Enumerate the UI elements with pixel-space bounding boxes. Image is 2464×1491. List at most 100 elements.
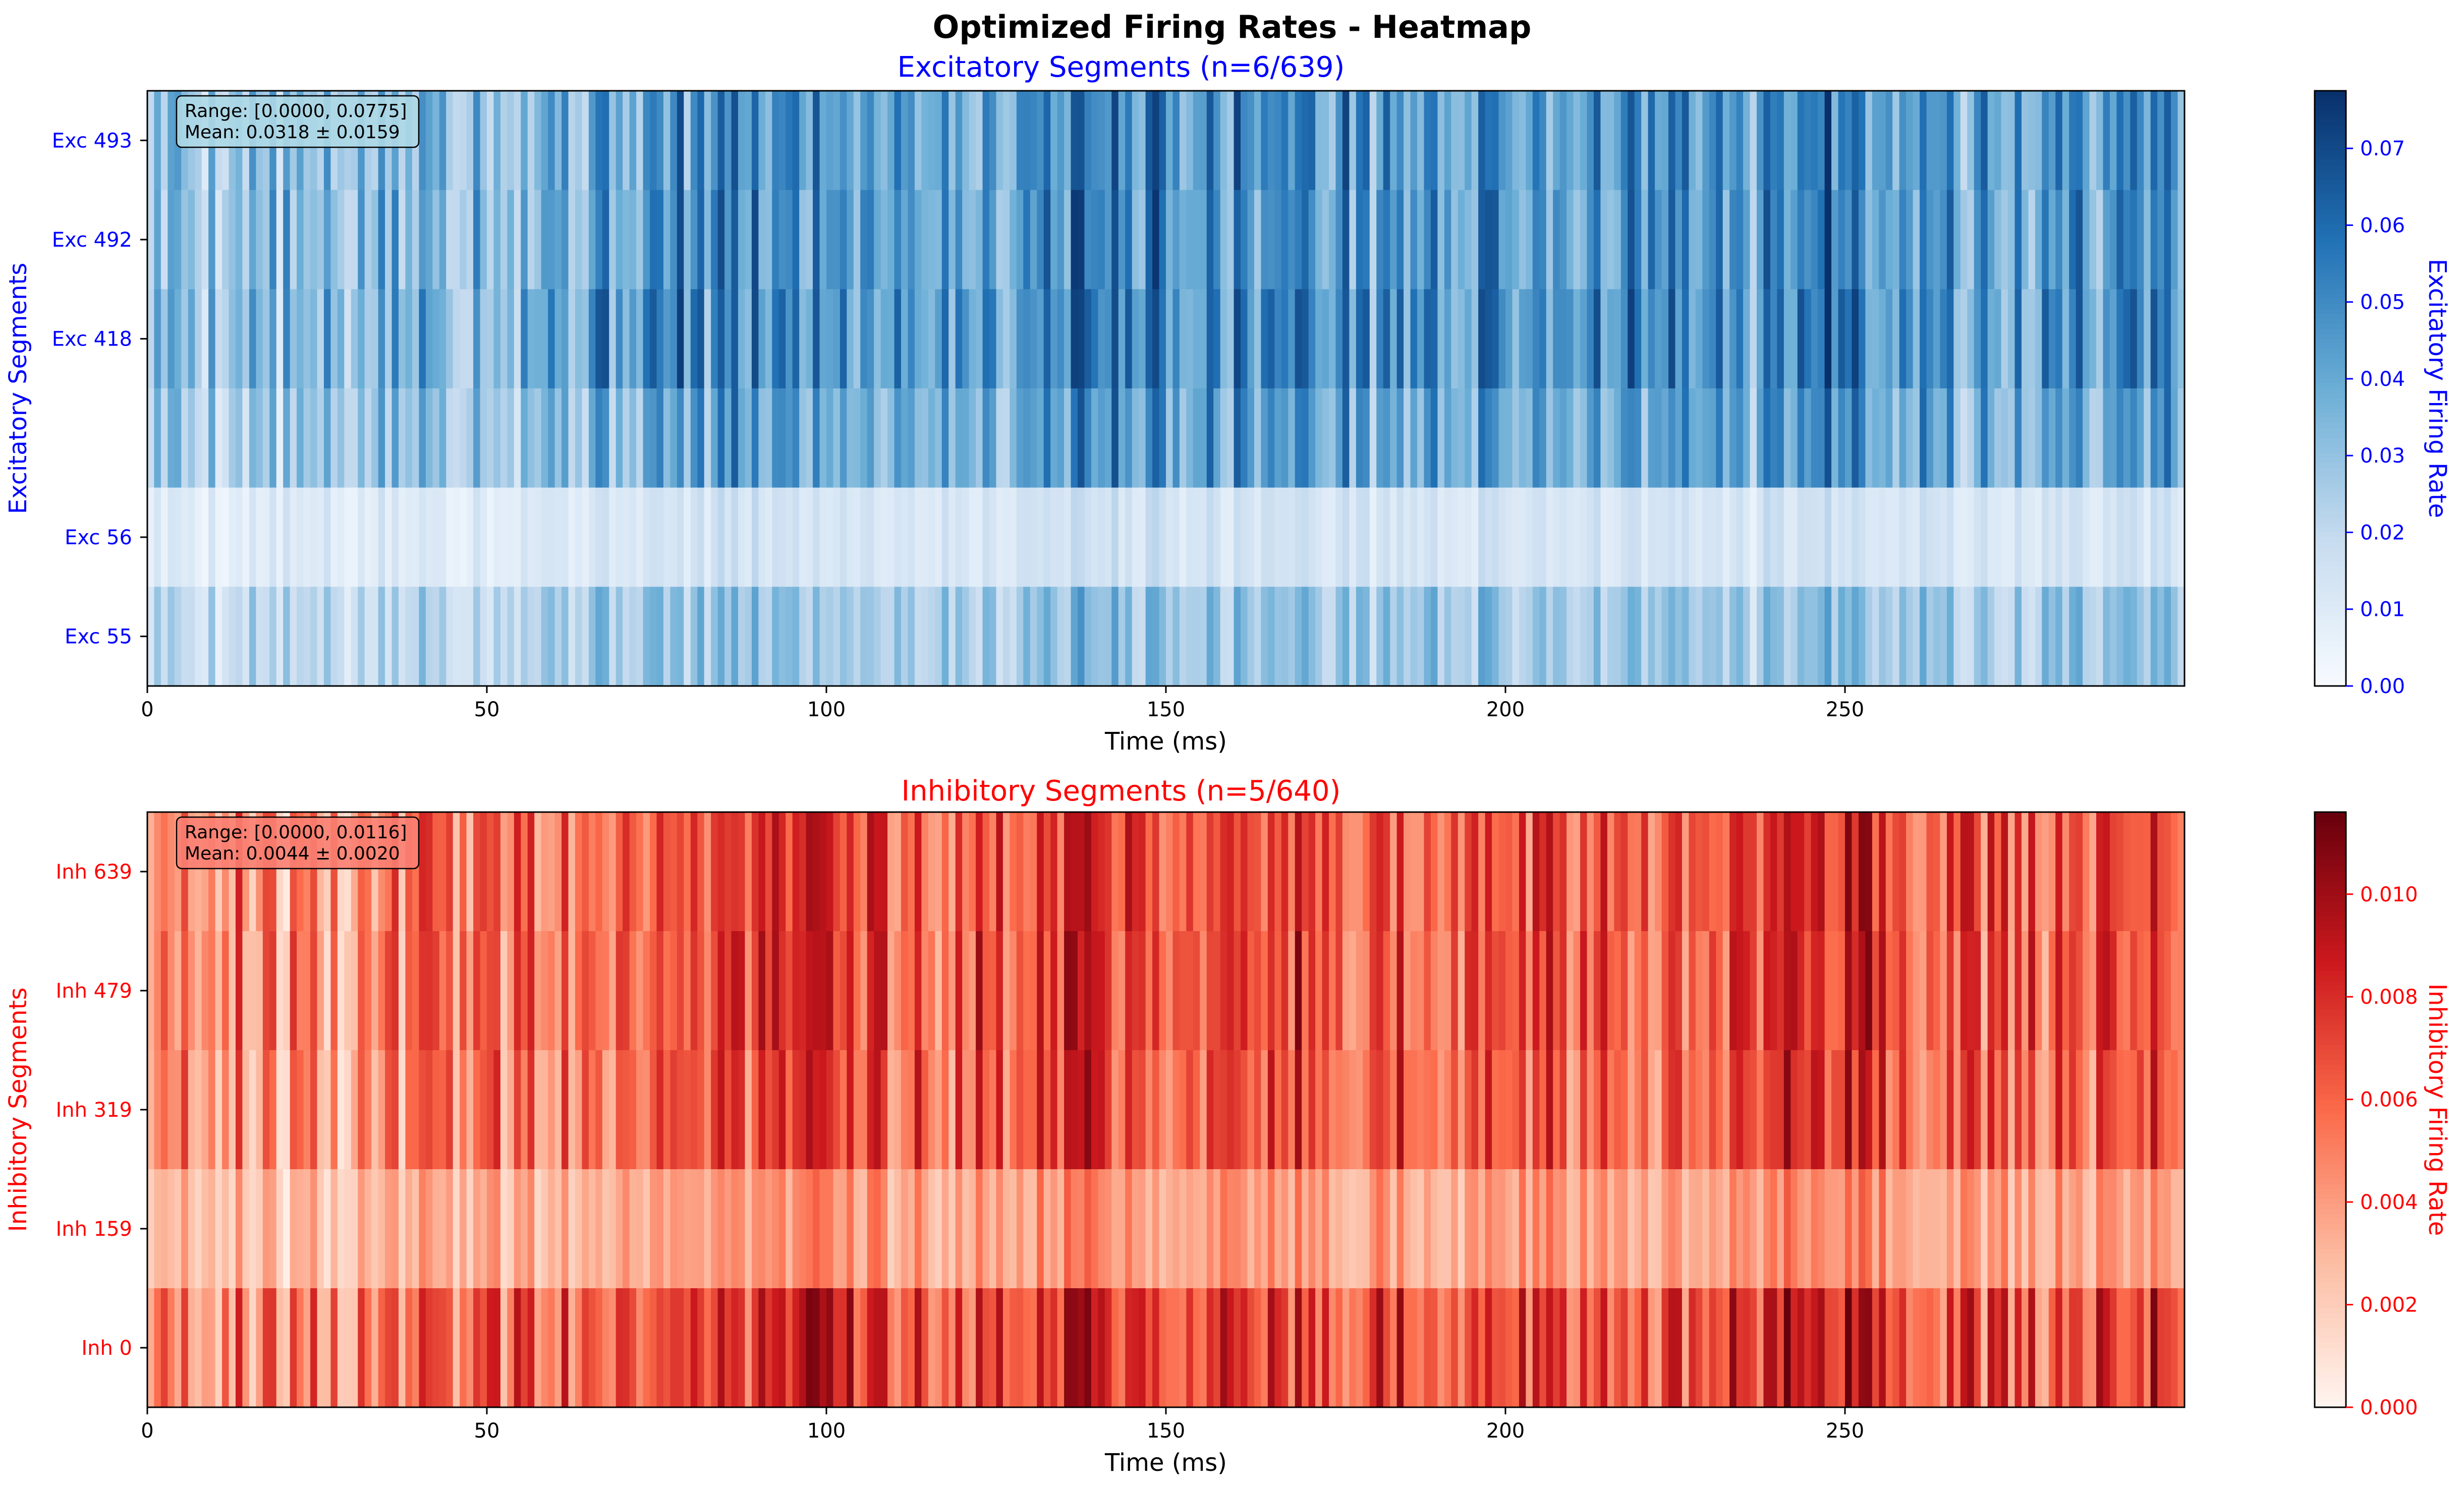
heatmap-cell (1363, 190, 1370, 290)
heatmap-cell (235, 587, 243, 686)
heatmap-cell (1335, 1050, 1343, 1170)
heatmap-cell (2109, 931, 2117, 1051)
heatmap-cell (765, 1169, 772, 1289)
heatmap-cell (229, 587, 236, 686)
heatmap-cell (724, 388, 732, 488)
heatmap-cell (623, 289, 630, 389)
heatmap-cell (385, 289, 393, 389)
heatmap-cell (778, 587, 786, 686)
heatmap-cell (1940, 190, 1947, 290)
heatmap-cell (1722, 587, 1730, 686)
heatmap-cell (2157, 289, 2165, 389)
heatmap-cell (921, 812, 929, 932)
heatmap-cell (1478, 812, 1486, 932)
heatmap-cell (487, 91, 494, 191)
colorbar-swatch (2315, 473, 2346, 478)
heatmap-cell (1505, 587, 1513, 686)
heatmap-cell (1098, 812, 1105, 932)
heatmap-cell (2177, 487, 2185, 587)
heatmap-cell (758, 289, 766, 389)
colorbar-swatch (2315, 244, 2346, 250)
heatmap-cell (1981, 91, 1988, 191)
heatmap-cell (1526, 587, 1533, 686)
heatmap-cell (1505, 1169, 1513, 1289)
heatmap-cell (1267, 289, 1275, 389)
heatmap-cell (2014, 931, 2022, 1051)
heatmap-cell (1356, 91, 1363, 191)
heatmap-cell (1111, 289, 1119, 389)
heatmap-cell (514, 1288, 521, 1408)
heatmap-cell (527, 1050, 535, 1170)
heatmap-cell (1831, 1288, 1839, 1408)
heatmap-cell (1451, 190, 1459, 290)
heatmap-cell (1016, 289, 1024, 389)
heatmap-cell (500, 1050, 508, 1170)
heatmap-cell (894, 388, 902, 488)
heatmap-cell (1064, 289, 1072, 389)
heatmap-cell (1946, 289, 1954, 389)
heatmap-cell (833, 388, 841, 488)
heatmap-cell (860, 812, 868, 932)
heatmap-cell (1104, 1050, 1112, 1170)
heatmap-cell (697, 289, 705, 389)
heatmap-cell (1002, 487, 1011, 587)
heatmap-cell (1689, 931, 1696, 1051)
heatmap-cell (521, 388, 528, 488)
colorbar-swatch (2315, 304, 2346, 310)
heatmap-cell (493, 587, 501, 686)
heatmap-cell (2014, 190, 2022, 290)
x-tick-label: 0 (141, 1419, 153, 1443)
heatmap-cell (1084, 1288, 1092, 1408)
colorbar-swatch (2315, 205, 2346, 210)
heatmap-cell (1797, 1169, 1805, 1289)
heatmap-cell (473, 289, 481, 389)
heatmap-cell (1247, 1169, 1255, 1289)
heatmap-cell (1682, 388, 1690, 488)
heatmap-cell (337, 388, 345, 488)
heatmap-cell (1716, 91, 1723, 191)
heatmap-cell (446, 487, 454, 587)
colorbar-swatch (2315, 981, 2346, 986)
heatmap-cell (1335, 812, 1343, 932)
heatmap-cell (1179, 388, 1187, 488)
heatmap-cell (745, 812, 752, 932)
heatmap-cell (1790, 587, 1798, 686)
heatmap-cell (147, 190, 155, 290)
heatmap-cell (786, 1169, 793, 1289)
heatmap-cell (154, 1169, 161, 1289)
heatmap-cell (439, 1050, 446, 1170)
heatmap-cell (880, 1050, 888, 1170)
heatmap-cell (351, 487, 358, 587)
heatmap-cell (460, 1288, 467, 1408)
heatmap-cell (1274, 190, 1282, 290)
heatmap-cell (1920, 388, 1927, 488)
heatmap-cell (819, 1288, 827, 1408)
heatmap-cell (724, 931, 732, 1051)
heatmap-cell (1247, 931, 1255, 1051)
heatmap-cell (1757, 289, 1764, 389)
heatmap-cell (1994, 91, 2002, 191)
heatmap-cell (1994, 487, 2002, 587)
colorbar-swatch (2315, 452, 2346, 458)
heatmap-cell (385, 1169, 393, 1289)
colorbar-swatch (2315, 1095, 2346, 1100)
heatmap-cell (1247, 812, 1255, 932)
heatmap-cell (575, 487, 583, 587)
heatmap-cell (378, 931, 385, 1051)
heatmap-cell (1016, 931, 1024, 1051)
heatmap-cell (629, 1169, 637, 1289)
heatmap-cell (1295, 931, 1302, 1051)
heatmap-cell (1620, 812, 1628, 932)
heatmap-cell (663, 931, 671, 1051)
heatmap-cell (588, 190, 596, 290)
heatmap-cell (2177, 587, 2185, 686)
heatmap-cell (717, 1288, 725, 1408)
heatmap-cell (1641, 931, 1649, 1051)
heatmap-cell (2096, 1050, 2104, 1170)
heatmap-cell (1200, 812, 1207, 932)
heatmap-cell (636, 812, 644, 932)
heatmap-cell (2144, 388, 2151, 488)
heatmap-cell (1539, 812, 1547, 932)
heatmap-cell (982, 1288, 990, 1408)
heatmap-cell (2069, 931, 2077, 1051)
